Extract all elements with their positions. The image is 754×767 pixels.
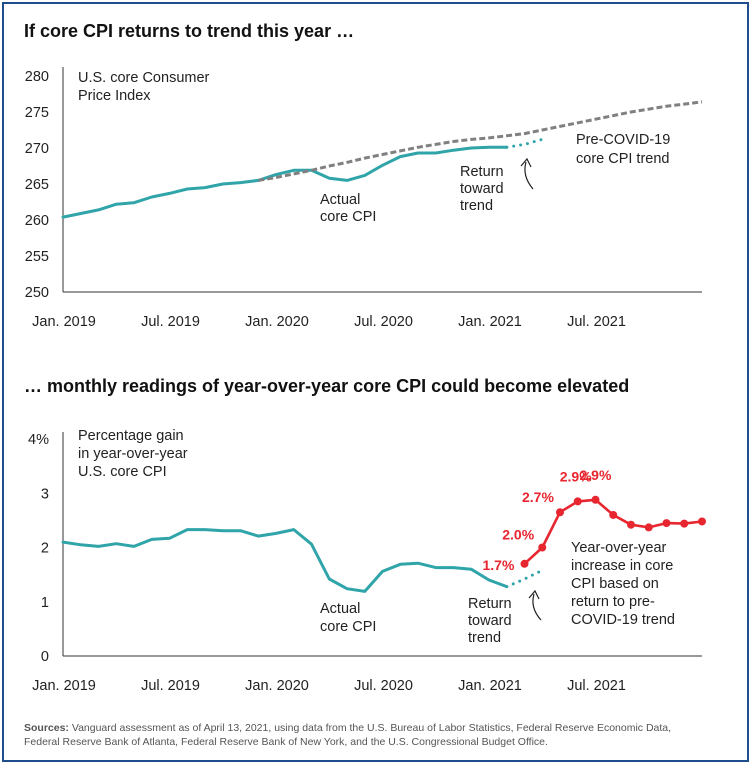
top-chart-axes (62, 67, 702, 293)
top-actual-label-line1: Actual (320, 192, 360, 208)
top-x-tick-1: Jul. 2019 (141, 314, 200, 330)
top-trend-label-line2: core CPI trend (576, 151, 670, 167)
bottom-series-group (61, 495, 706, 593)
top-y-tick-260: 260 (25, 213, 49, 229)
bottom-actual-label-line1: Actual (320, 601, 360, 617)
top-return-arrow (524, 161, 534, 190)
top-y-axis-label-line1: U.S. core Consumer (78, 70, 210, 86)
bottom-y-tick-labels: 0 1 2 3 4% (28, 432, 49, 665)
top-y-tick-265: 265 (25, 177, 49, 193)
bottom-return-arrow (532, 593, 542, 621)
bottom-projection-label-line3: CPI based on (571, 576, 659, 592)
sources-label: Sources: (24, 722, 69, 734)
bottom-x-tick-2: Jan. 2020 (245, 678, 309, 694)
top-actual-label-line2: core CPI (320, 209, 376, 225)
bottom-projection-label-3: 2.9% (560, 468, 592, 484)
bottom-x-tick-4: Jan. 2021 (458, 678, 522, 694)
top-y-tick-labels: 250 255 260 265 270 275 280 (25, 69, 49, 301)
bottom-return-label-line2: toward (468, 613, 512, 629)
bottom-projection-label-line2: increase in core (571, 558, 673, 574)
top-series-trend-line (258, 100, 703, 182)
bottom-chart-axes (62, 432, 702, 657)
bottom-projection-label-line1: Year-over-year (571, 540, 667, 556)
bottom-y-tick-1: 1 (41, 595, 49, 611)
bottom-projection-label-0: 1.7% (483, 557, 515, 573)
top-series-actual-line (61, 145, 509, 219)
top-return-label-line1: Return (460, 164, 504, 180)
bottom-x-tick-3: Jul. 2020 (354, 678, 413, 694)
bottom-x-tick-5: Jul. 2021 (567, 678, 626, 694)
bottom-projection-point-7 (644, 523, 653, 532)
bottom-y-axis-label-line2: in year-over-year (78, 446, 188, 462)
top-trend-label-line1: Pre-COVID-19 (576, 132, 670, 148)
bottom-projection-label-line5: COVID-19 trend (571, 612, 675, 628)
bottom-x-tick-1: Jul. 2019 (141, 678, 200, 694)
bottom-y-axis-label-line1: Percentage gain (78, 428, 184, 444)
top-x-tick-0: Jan. 2019 (32, 314, 96, 330)
bottom-y-tick-4: 4% (28, 432, 49, 448)
bottom-projection-point-8 (662, 519, 671, 528)
bottom-x-tick-0: Jan. 2019 (32, 678, 96, 694)
bottom-projection-point-3 (573, 497, 582, 506)
bottom-y-tick-3: 3 (41, 486, 49, 502)
top-x-tick-3: Jul. 2020 (354, 314, 413, 330)
top-return-label-line2: toward (460, 181, 504, 197)
bottom-projection-point-4 (591, 495, 600, 504)
bottom-y-tick-2: 2 (41, 541, 49, 557)
bottom-series-return-line (505, 568, 544, 589)
top-y-tick-255: 255 (25, 249, 49, 265)
bottom-projection-point-0 (520, 559, 529, 568)
sources-line1: Sources: Vanguard assessment as of April… (24, 722, 671, 734)
top-y-tick-250: 250 (25, 285, 49, 301)
bottom-y-tick-0: 0 (41, 649, 49, 665)
bottom-projection-point-5 (609, 510, 618, 519)
bottom-projection-label-1: 2.0% (502, 527, 534, 543)
top-y-tick-270: 270 (25, 141, 49, 157)
top-x-tick-labels: Jan. 2019 Jul. 2019 Jan. 2020 Jul. 2020 Jan.… (32, 314, 626, 330)
bottom-projection-point-10 (698, 517, 706, 526)
top-y-tick-275: 275 (25, 105, 49, 121)
top-x-tick-5: Jul. 2021 (567, 314, 626, 330)
top-x-tick-4: Jan. 2021 (458, 314, 522, 330)
bottom-actual-label-line2: core CPI (320, 619, 376, 635)
bottom-projection-point-2 (556, 508, 564, 517)
bottom-x-tick-labels: Jan. 2019 Jul. 2019 Jan. 2020 Jul. 2020 Jan.… (32, 678, 626, 694)
bottom-y-axis-label-line3: U.S. core CPI (78, 464, 167, 480)
bottom-return-label-line1: Return (468, 596, 512, 612)
top-return-arrowhead (520, 157, 532, 168)
bottom-series-actual-line (61, 528, 509, 593)
top-y-tick-280: 280 (25, 69, 49, 85)
bottom-projection-label-4: 2.9% (580, 467, 612, 483)
sources-line2: Federal Reserve Bank of Atlanta, Federal… (24, 736, 548, 748)
top-x-tick-2: Jan. 2020 (245, 314, 309, 330)
bottom-projection-label-2: 2.7% (522, 489, 554, 505)
bottom-return-label-line3: trend (468, 630, 501, 646)
top-series-group (61, 100, 703, 219)
bottom-projection-point-1 (538, 543, 547, 552)
bottom-chart-heading: … monthly readings of year-over-year cor… (24, 376, 629, 396)
bottom-return-arrowhead (528, 589, 540, 600)
top-y-axis-label-line2: Price Index (78, 88, 151, 104)
bottom-projection-label-line4: return to pre- (571, 594, 655, 610)
top-return-label-line3: trend (460, 198, 493, 214)
bottom-projection-point-6 (627, 520, 635, 529)
bottom-data-labels: 1.7% 2.0% 2.7% 2.9%2.9% (483, 467, 612, 573)
bottom-projection-point-9 (680, 519, 689, 528)
top-chart-heading: If core CPI returns to trend this year … (24, 21, 354, 41)
sources-text-1: Vanguard assessment as of April 13, 2021… (69, 722, 671, 734)
top-series-return-line (505, 137, 544, 149)
